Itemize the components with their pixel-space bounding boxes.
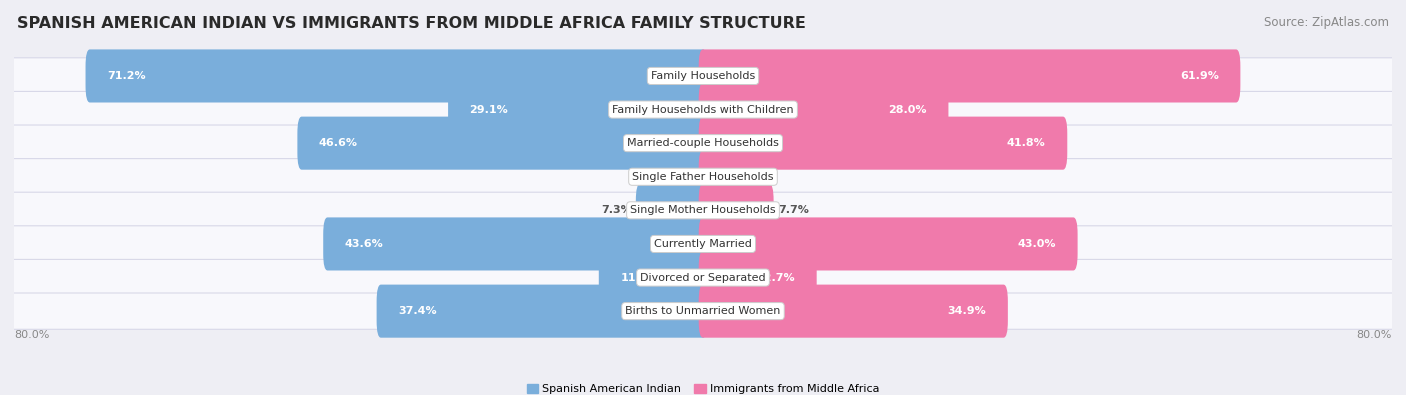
FancyBboxPatch shape [449, 83, 707, 136]
Text: 12.7%: 12.7% [756, 273, 796, 282]
Text: 80.0%: 80.0% [14, 330, 49, 340]
Text: Married-couple Households: Married-couple Households [627, 138, 779, 148]
Text: 2.9%: 2.9% [638, 172, 669, 182]
FancyBboxPatch shape [323, 217, 707, 271]
Text: Divorced or Separated: Divorced or Separated [640, 273, 766, 282]
FancyBboxPatch shape [699, 285, 1008, 338]
FancyBboxPatch shape [8, 125, 1398, 161]
Text: 80.0%: 80.0% [1357, 330, 1392, 340]
FancyBboxPatch shape [699, 251, 817, 304]
Text: SPANISH AMERICAN INDIAN VS IMMIGRANTS FROM MIDDLE AFRICA FAMILY STRUCTURE: SPANISH AMERICAN INDIAN VS IMMIGRANTS FR… [17, 16, 806, 31]
Legend: Spanish American Indian, Immigrants from Middle Africa: Spanish American Indian, Immigrants from… [522, 379, 884, 395]
FancyBboxPatch shape [86, 49, 707, 102]
FancyBboxPatch shape [377, 285, 707, 338]
FancyBboxPatch shape [8, 192, 1398, 228]
Text: Family Households: Family Households [651, 71, 755, 81]
FancyBboxPatch shape [699, 184, 773, 237]
FancyBboxPatch shape [636, 184, 707, 237]
Text: 2.5%: 2.5% [733, 172, 763, 182]
FancyBboxPatch shape [699, 83, 949, 136]
Text: Family Households with Children: Family Households with Children [612, 105, 794, 115]
FancyBboxPatch shape [8, 159, 1398, 195]
Text: 28.0%: 28.0% [889, 105, 927, 115]
Text: Currently Married: Currently Married [654, 239, 752, 249]
Text: Births to Unmarried Women: Births to Unmarried Women [626, 306, 780, 316]
Text: 41.8%: 41.8% [1007, 138, 1046, 148]
FancyBboxPatch shape [8, 226, 1398, 262]
Text: 43.6%: 43.6% [344, 239, 384, 249]
Text: 46.6%: 46.6% [319, 138, 359, 148]
FancyBboxPatch shape [699, 49, 1240, 102]
FancyBboxPatch shape [8, 91, 1398, 128]
FancyBboxPatch shape [599, 251, 707, 304]
FancyBboxPatch shape [298, 117, 707, 170]
FancyBboxPatch shape [8, 293, 1398, 329]
Text: 43.0%: 43.0% [1018, 239, 1056, 249]
Text: Single Mother Households: Single Mother Households [630, 205, 776, 215]
FancyBboxPatch shape [699, 117, 1067, 170]
Text: Single Father Households: Single Father Households [633, 172, 773, 182]
FancyBboxPatch shape [673, 150, 707, 203]
FancyBboxPatch shape [8, 58, 1398, 94]
Text: 71.2%: 71.2% [107, 71, 146, 81]
Text: 29.1%: 29.1% [470, 105, 509, 115]
FancyBboxPatch shape [699, 217, 1077, 271]
FancyBboxPatch shape [8, 260, 1398, 296]
FancyBboxPatch shape [699, 150, 728, 203]
Text: 7.3%: 7.3% [600, 205, 631, 215]
Text: 11.6%: 11.6% [620, 273, 659, 282]
Text: 37.4%: 37.4% [398, 306, 437, 316]
Text: 61.9%: 61.9% [1180, 71, 1219, 81]
Text: Source: ZipAtlas.com: Source: ZipAtlas.com [1264, 16, 1389, 29]
Text: 7.7%: 7.7% [778, 205, 808, 215]
Text: 34.9%: 34.9% [948, 306, 987, 316]
